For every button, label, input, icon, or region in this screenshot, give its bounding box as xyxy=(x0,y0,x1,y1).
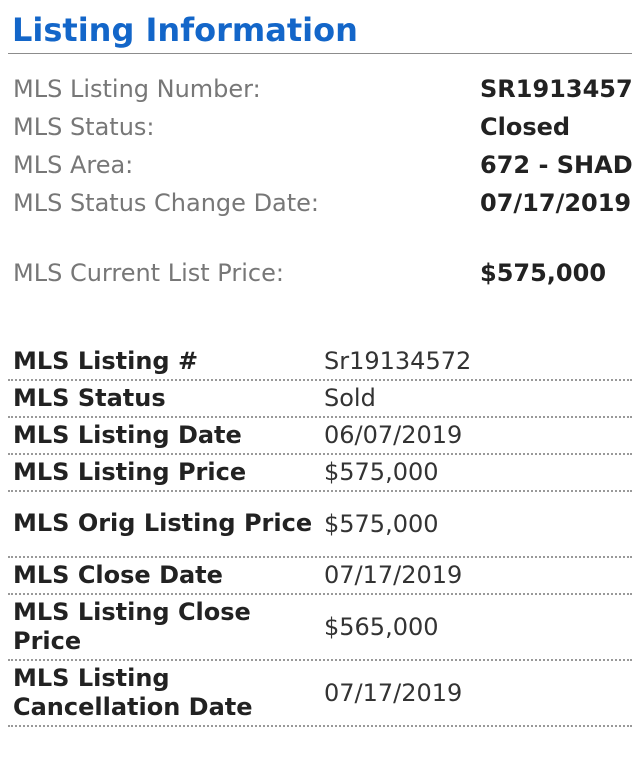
summary-value: 07/17/2019 xyxy=(480,189,632,217)
summary-value: $575,000 xyxy=(480,259,607,287)
summary-row-current-list-price: MLS Current List Price: $575,000 xyxy=(0,254,632,292)
summary-label: MLS Status: xyxy=(13,113,155,141)
detail-label: MLS Listing Price xyxy=(13,457,247,486)
summary-row-area: MLS Area: 672 - SHADOW HILLS xyxy=(0,146,632,184)
table-row: MLS Listing Date 06/07/2019 xyxy=(8,418,632,455)
detail-label: MLS Listing Close Price xyxy=(13,597,251,655)
detail-label: MLS Status xyxy=(13,383,166,412)
summary-label: MLS Status Change Date: xyxy=(13,189,320,217)
title-divider xyxy=(8,53,632,54)
page-title: Listing Information xyxy=(12,11,358,49)
detail-value: $565,000 xyxy=(324,612,439,641)
table-row: MLS Listing Price $575,000 xyxy=(8,455,632,492)
detail-value: $575,000 xyxy=(324,458,439,486)
summary-row-listing-number: MLS Listing Number: SR19134572 xyxy=(0,70,632,108)
summary-value: 672 - SHADOW HILLS xyxy=(480,151,632,179)
summary-value: SR19134572 xyxy=(480,75,632,103)
listing-details-table: MLS Listing # Sr19134572 MLS Status Sold… xyxy=(8,344,632,727)
table-row: MLS Listing # Sr19134572 xyxy=(8,344,632,381)
summary-label: MLS Listing Number: xyxy=(13,75,261,103)
table-row: MLS Orig Listing Price $575,000 xyxy=(8,492,632,558)
summary-row-status-change-date: MLS Status Change Date: 07/17/2019 xyxy=(0,184,632,222)
table-row: MLS Listing Close Price $565,000 xyxy=(8,595,632,661)
detail-label: MLS Close Date xyxy=(13,560,223,589)
summary-row-status: MLS Status: Closed xyxy=(0,108,632,146)
table-row: MLS Status Sold xyxy=(8,381,632,418)
detail-label: MLS Listing Date xyxy=(13,420,242,449)
summary-label: MLS Area: xyxy=(13,151,134,179)
summary-value: Closed xyxy=(480,113,571,141)
table-row: MLS Close Date 07/17/2019 xyxy=(8,558,632,595)
detail-value: 07/17/2019 xyxy=(324,561,463,589)
detail-label: MLS Listing # xyxy=(13,346,199,375)
detail-value: Sold xyxy=(324,384,376,412)
summary-label: MLS Current List Price: xyxy=(13,259,284,287)
detail-value: 06/07/2019 xyxy=(324,421,463,449)
detail-value: $575,000 xyxy=(324,509,439,538)
detail-label: MLS Listing Cancellation Date xyxy=(13,663,253,721)
detail-value: Sr19134572 xyxy=(324,347,472,375)
table-row: MLS Listing Cancellation Date 07/17/2019 xyxy=(8,661,632,727)
detail-label: MLS Orig Listing Price xyxy=(13,509,313,537)
detail-value: 07/17/2019 xyxy=(324,678,463,707)
